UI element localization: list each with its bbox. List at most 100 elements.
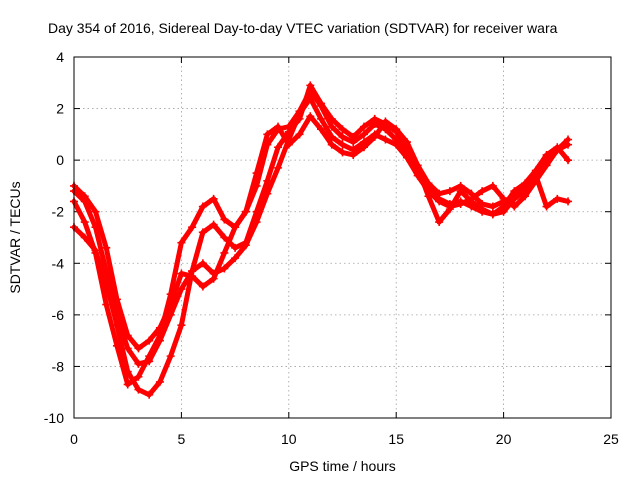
series-line-segment [264, 165, 281, 197]
x-axis-title: GPS time / hours [289, 458, 396, 474]
series-line-segment [103, 302, 120, 349]
data-point-marker [359, 143, 368, 152]
series-line-segment [404, 139, 421, 168]
data-point-marker [435, 218, 444, 227]
data-point-marker [456, 181, 465, 190]
series-line-segment [275, 124, 292, 148]
series-line-segment [286, 116, 303, 135]
series-line-segment [82, 193, 98, 215]
x-tick-label: 5 [178, 431, 186, 447]
series-line-segment [425, 193, 442, 225]
series-line-segment [297, 82, 313, 122]
data-point-marker [188, 267, 197, 276]
series-line-segment [436, 206, 453, 225]
data-point-marker [381, 135, 390, 144]
series-line-segment [92, 250, 109, 308]
series-line-segment [82, 198, 98, 230]
data-point-marker [467, 197, 476, 206]
data-point-marker [155, 331, 164, 340]
series-line-segment [318, 126, 335, 148]
y-tick-label: -4 [52, 255, 65, 271]
series-line-segment [189, 204, 206, 230]
data-point-marker [381, 117, 390, 126]
data-point-marker [155, 377, 164, 386]
data-point-marker [338, 148, 347, 157]
data-point-marker [102, 300, 111, 309]
data-point-marker [284, 127, 293, 136]
grid-layer [74, 57, 611, 418]
data-point-marker [392, 125, 401, 134]
data-point-marker [306, 81, 315, 90]
data-point-marker [274, 122, 283, 131]
data-point-marker [177, 269, 186, 278]
data-point-marker [359, 122, 368, 131]
data-point-marker [456, 197, 465, 206]
data-point-marker [252, 207, 261, 216]
series-line-segment [232, 242, 249, 261]
data-point-marker [177, 238, 186, 247]
data-point-marker [198, 282, 207, 291]
data-point-marker [488, 202, 497, 211]
data-point-marker [542, 156, 551, 165]
data-point-marker [198, 202, 207, 211]
data-point-marker [564, 156, 573, 165]
data-point-marker [220, 233, 229, 242]
series-line-segment [71, 198, 88, 225]
data-point-marker [521, 181, 530, 190]
ticks-layer: 0 5 10 15 20 25 -10 -8 -6 -4 -2 0 2 4 [44, 49, 619, 447]
data-point-marker [531, 169, 540, 178]
data-point-marker [564, 140, 573, 149]
y-tick-label: 2 [56, 101, 64, 117]
series-line-segment [135, 353, 152, 380]
data-point-marker [241, 207, 250, 216]
series-line-segment [103, 281, 120, 328]
data-point-marker [231, 254, 240, 263]
data-point-marker [284, 140, 293, 149]
series-line-segment [297, 113, 313, 137]
series-line-segment [92, 224, 109, 274]
data-point-marker [209, 274, 218, 283]
data-point-marker [317, 125, 326, 134]
y-axis-title: SDTVAR / TECUs [7, 181, 23, 293]
data-point-marker [220, 215, 229, 224]
data-point-marker [424, 192, 433, 201]
data-point-marker [145, 352, 154, 361]
data-point-marker [338, 132, 347, 141]
x-tick-label: 25 [603, 431, 619, 447]
series-line-segment [501, 196, 517, 215]
data-point-marker [263, 176, 272, 185]
x-tick-label: 20 [496, 431, 512, 447]
y-tick-label: -6 [52, 307, 65, 323]
data-point-marker [295, 114, 304, 123]
data-point-marker [445, 187, 454, 196]
data-point-marker [112, 295, 121, 304]
series-line-segment [318, 116, 335, 140]
data-point-marker [370, 114, 379, 123]
data-point-marker [359, 130, 368, 139]
series-line-segment [146, 379, 163, 398]
data-point-marker [198, 259, 207, 268]
data-point-marker [510, 192, 519, 201]
data-point-marker [295, 130, 304, 139]
series-line-segment [533, 157, 550, 176]
series-line-segment [157, 353, 174, 385]
data-point-marker [435, 189, 444, 198]
data-point-marker [177, 321, 186, 330]
data-point-marker [488, 210, 497, 219]
series-line-segment [254, 178, 270, 215]
data-point-marker [220, 264, 229, 273]
series-line-segment [211, 222, 227, 240]
data-point-marker [91, 207, 100, 216]
y-tick-label: 4 [56, 49, 64, 65]
series-line-segment [554, 142, 571, 153]
series-line-segment [114, 343, 131, 387]
data-point-marker [317, 99, 326, 108]
data-point-marker [145, 390, 154, 399]
data-point-marker [327, 140, 336, 149]
series-line-segment [522, 170, 539, 189]
series-line-segment [114, 322, 131, 375]
series-line-segment [114, 296, 131, 338]
series-line-segment [307, 95, 324, 122]
data-point-marker [542, 202, 551, 211]
data-point-marker [478, 199, 487, 208]
